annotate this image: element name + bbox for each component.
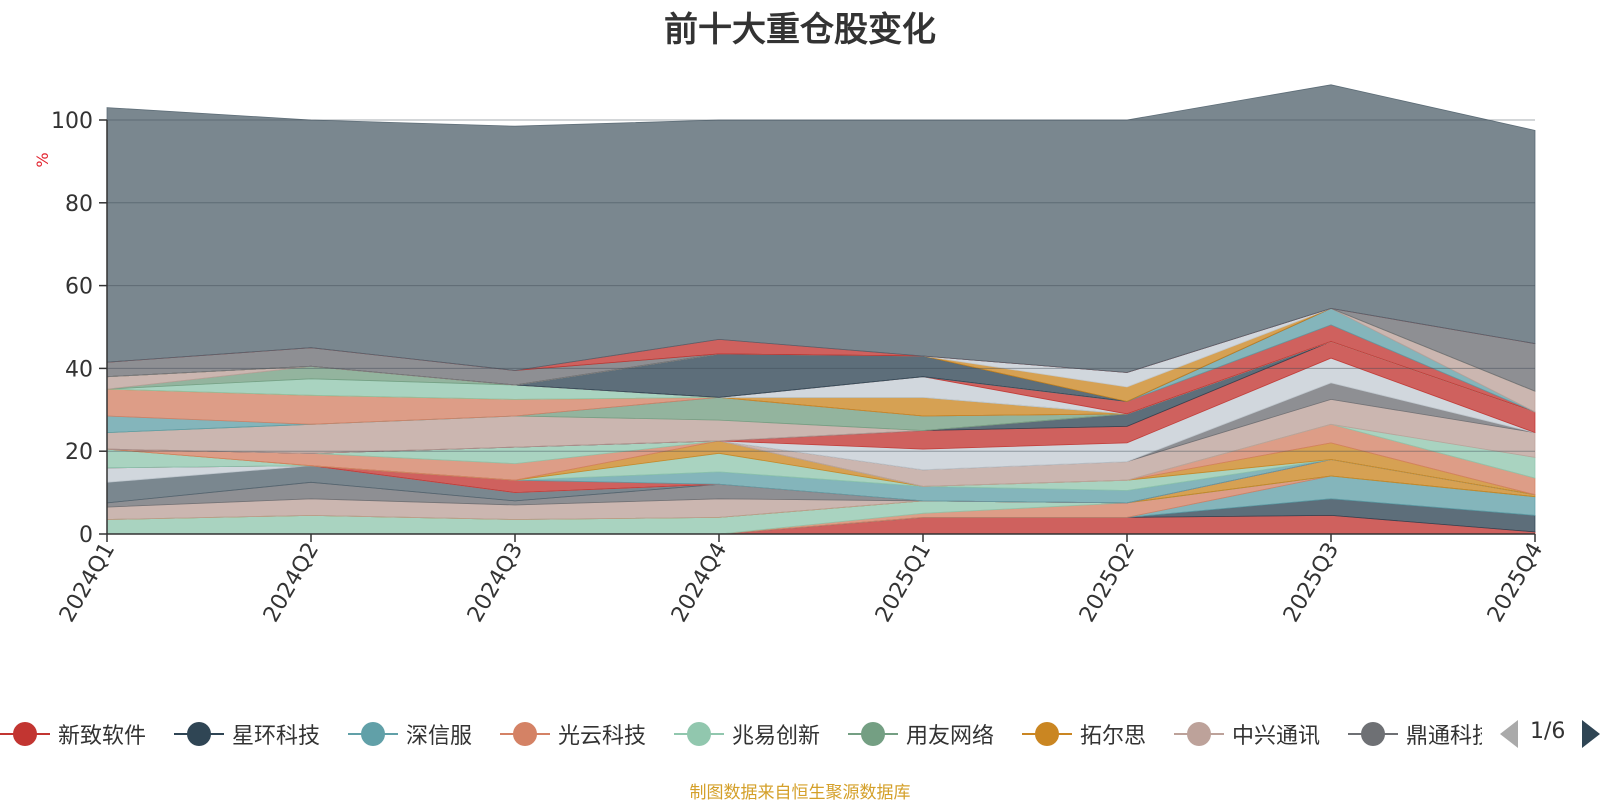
x-tick-label-5: 2025Q2 xyxy=(1075,539,1140,627)
legend-label: 新致软件 xyxy=(58,724,147,749)
grid-lines xyxy=(107,119,1535,452)
legend-items: 新致软件 星环科技 深信服 光云科技 兆易创新 用友网络 拓尔思 中兴通讯 鼎通科技 xyxy=(0,712,1482,756)
area-series-39 xyxy=(106,84,1536,373)
x-tick-label-7: 2025Q4 xyxy=(1483,539,1548,627)
legend-item-8[interactable]: 鼎通科技 xyxy=(1348,712,1482,756)
x-tick-label-1: 2024Q2 xyxy=(259,539,324,627)
legend-marker-icon xyxy=(348,721,398,747)
x-tick-label-2: 2024Q3 xyxy=(463,539,528,627)
chart-title: 前十大重仓股变化 xyxy=(664,10,936,50)
legend-label: 星环科技 xyxy=(232,724,321,749)
legend-label: 拓尔思 xyxy=(1080,724,1147,749)
legend-label: 兆易创新 xyxy=(732,724,821,749)
legend-item-1[interactable]: 星环科技 xyxy=(174,712,320,756)
legend-item-5[interactable]: 用友网络 xyxy=(848,712,994,756)
legend-label: 光云科技 xyxy=(558,724,647,749)
y-tick-label-5: 100 xyxy=(51,109,93,134)
y-tick-label-2: 40 xyxy=(65,357,93,382)
legend-marker-icon xyxy=(1348,721,1398,747)
area-layers xyxy=(106,84,1536,535)
legend-label: 深信服 xyxy=(406,724,473,749)
x-tick-label-4: 2025Q1 xyxy=(871,539,936,627)
legend-item-2[interactable]: 深信服 xyxy=(348,712,472,756)
y-axis-label: % xyxy=(33,152,52,167)
legend-marker-icon xyxy=(0,721,50,747)
legend-marker-icon xyxy=(500,721,550,747)
x-tick-label-6: 2025Q3 xyxy=(1279,539,1344,627)
y-tick-label-4: 80 xyxy=(65,192,93,217)
x-tick-label-3: 2024Q4 xyxy=(667,539,732,627)
legend-item-4[interactable]: 兆易创新 xyxy=(674,712,820,756)
legend-item-7[interactable]: 中兴通讯 xyxy=(1174,712,1320,756)
legend-marker-icon xyxy=(674,721,724,747)
y-tick-label-3: 60 xyxy=(65,275,93,300)
legend-label: 中兴通讯 xyxy=(1232,724,1321,749)
legend-label: 鼎通科技 xyxy=(1406,724,1482,749)
x-tick-label-0: 2024Q1 xyxy=(55,539,120,627)
legend-pager: 1/6 xyxy=(1500,712,1600,756)
legend-item-6[interactable]: 拓尔思 xyxy=(1022,712,1146,756)
stacked-area-chart: 0 20 40 60 80 100 2024Q1 2024Q2 2024Q3 2024Q4 2025… xyxy=(33,84,1548,627)
legend-item-0[interactable]: 新致软件 xyxy=(0,712,146,756)
legend-marker-icon xyxy=(1022,721,1072,747)
legend-prev-icon[interactable] xyxy=(1500,720,1518,748)
y-tick-label-1: 20 xyxy=(65,440,93,465)
y-tick-label-0: 0 xyxy=(79,523,93,548)
legend: 新致软件 星环科技 深信服 光云科技 兆易创新 用友网络 拓尔思 中兴通讯 鼎通科技 1/6 xyxy=(0,712,1600,756)
legend-page-indicator: 1/6 xyxy=(1530,719,1566,744)
source-note: 制图数据来自恒生聚源数据库 xyxy=(689,783,911,803)
legend-next-icon[interactable] xyxy=(1582,720,1600,748)
legend-item-3[interactable]: 光云科技 xyxy=(500,712,646,756)
legend-label: 用友网络 xyxy=(906,724,995,749)
legend-marker-icon xyxy=(848,721,898,747)
legend-marker-icon xyxy=(174,721,224,747)
legend-marker-icon xyxy=(1174,721,1224,747)
